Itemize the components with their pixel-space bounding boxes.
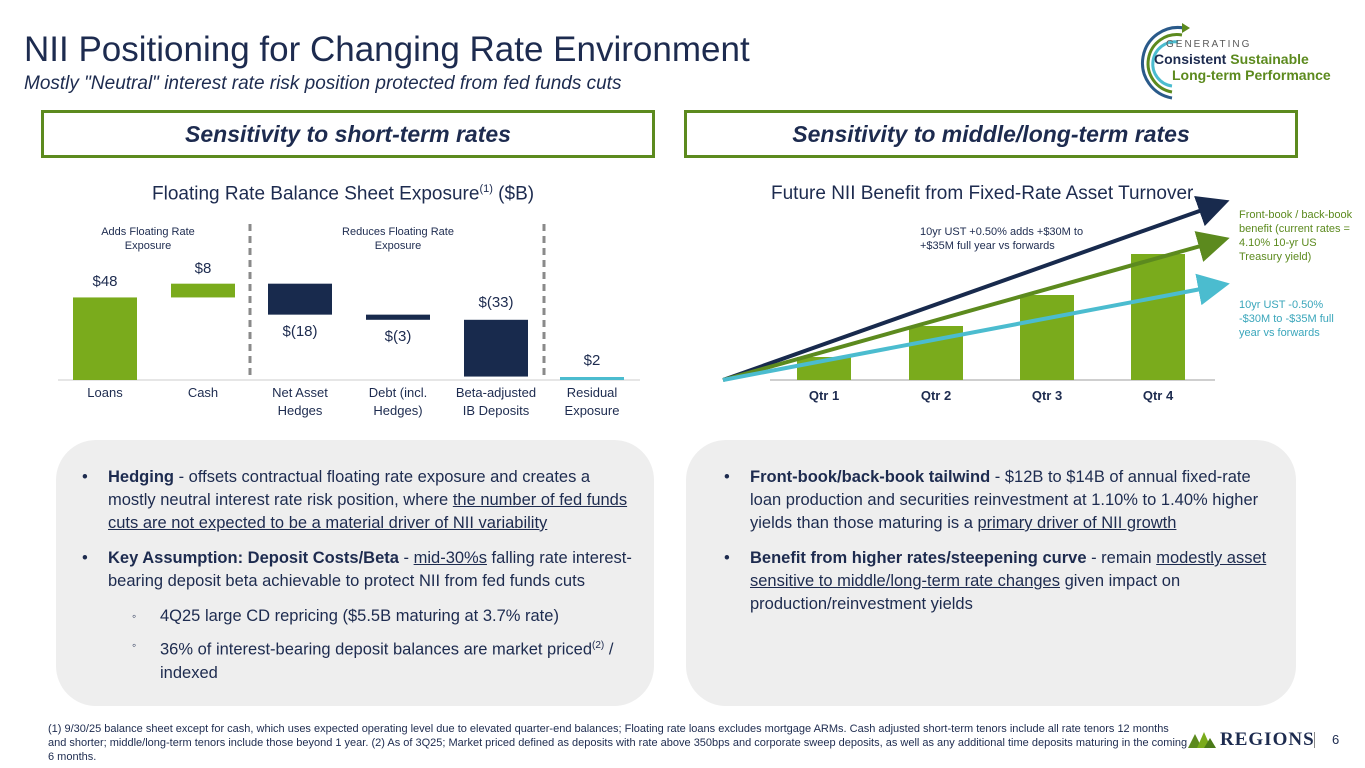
turnover-category-2: Qtr 2 (920, 388, 952, 403)
sub-bullet-cd-repricing: ◦ 4Q25 large CD repricing ($5.5B maturin… (132, 607, 559, 625)
annotation-front-book: Front-book / back-book benefit (current … (1239, 209, 1353, 263)
left-chart-title-sup: (1) (479, 183, 493, 195)
generating-logo: GENERATING Consistent Sustainable Long-t… (1132, 20, 1347, 102)
bullet-hedging-text: - offsets contractual floating rate expo… (108, 468, 591, 509)
waterfall-bar-1 (73, 297, 137, 380)
turnover-category-1: Qtr 1 (808, 388, 840, 403)
turnover-line-3 (722, 273, 1230, 382)
waterfall-category-2: Cash (187, 385, 219, 400)
right-bullets: • Front-book/back-book tailwind - $12B t… (724, 466, 1284, 628)
turnover-chart (722, 195, 1230, 382)
regions-wordmark: REGIONS (1220, 729, 1315, 750)
logo-long-term: Long-term Performance (1172, 67, 1331, 83)
waterfall-bar-3 (268, 283, 332, 315)
left-bullets: • Hedging - offsets contractual floating… (82, 466, 642, 691)
page-number: 6 (1332, 732, 1340, 747)
sub-bullet-market-sup: (2) (592, 640, 605, 651)
sub-bullet-market-priced: ◦ 36% of interest-bearing deposit balanc… (132, 638, 614, 682)
turnover-line-2 (722, 231, 1230, 382)
bullet-assumption-text: falling rate interest-bearing deposit be… (108, 549, 632, 590)
group-label-reduces: Reduces Floating Rate Exposure (342, 226, 454, 252)
bullet-higher-rates-text: given impact on production/reinvestment … (750, 572, 1181, 613)
waterfall-category-4: Debt (incl. Hedges) (368, 385, 428, 418)
logo-sustainable: Sustainable (1230, 51, 1309, 67)
bullet-assumption-underline: mid-30%s (413, 549, 487, 567)
bullet-front-book: • Front-book/back-book tailwind - $12B t… (724, 468, 1259, 532)
bullet-hedging: • Hedging - offsets contractual floating… (82, 468, 628, 532)
waterfall-bar-6 (560, 377, 624, 380)
bullet-assumption-bold: Key Assumption: Deposit Costs/Beta (108, 549, 399, 567)
left-chart-title-unit: ($B) (498, 183, 535, 205)
sub-bullet-market-text: 36% of interest-bearing deposit balances… (160, 640, 592, 659)
group-label-adds: Adds Floating Rate Exposure (101, 226, 195, 252)
waterfall-category-6: Residual Exposure (564, 385, 620, 418)
bullet-higher-rates-underline: modestly asset sensitive to middle/long-… (750, 549, 1267, 590)
waterfall-category-1: Loans (87, 385, 123, 400)
bullet-front-book-text: - $12B to $14B of annual fixed-rate loan… (750, 468, 1259, 532)
waterfall-value-label-4: $(3) (384, 327, 412, 345)
turnover-category-3: Qtr 3 (1031, 388, 1063, 403)
turnover-category-4: Qtr 4 (1142, 388, 1174, 403)
bullet-front-book-underline: primary driver of NII growth (977, 514, 1177, 532)
long-term-section-header: Sensitivity to middle/long-term rates (684, 110, 1298, 158)
brand-divider (1314, 732, 1315, 748)
turnover-line-1 (722, 195, 1230, 382)
bullet-higher-rates-bold: Benefit from higher rates/steepening cur… (750, 549, 1087, 567)
bullet-higher-rates-dash: - remain (1086, 549, 1157, 567)
waterfall-bar-5 (464, 319, 528, 377)
waterfall-value-label-1: $48 (92, 273, 118, 291)
bullet-higher-rates: • Benefit from higher rates/steepening c… (724, 549, 1267, 613)
page-title: NII Positioning for Changing Rate Enviro… (24, 30, 750, 69)
bullet-assumption-dash: - (398, 549, 414, 567)
left-chart-title: Floating Rate Balance Sheet Exposure(1) … (152, 183, 534, 205)
waterfall-category-3: Net Asset Hedges (272, 385, 328, 418)
logo-generating: GENERATING (1166, 39, 1252, 50)
waterfall-bar-4 (366, 314, 430, 320)
annotation-down: 10yr UST -0.50% -$30M to -$35M full year… (1239, 299, 1334, 339)
right-chart-title: Future NII Benefit from Fixed-Rate Asset… (771, 183, 1194, 204)
sub-bullet-cd-text: 4Q25 large CD repricing ($5.5B maturing … (160, 607, 559, 625)
waterfall-value-label-5: $(33) (478, 293, 514, 311)
bullet-assumption: • Key Assumption: Deposit Costs/Beta - m… (82, 549, 632, 590)
waterfall-bar-2 (171, 283, 235, 298)
right-bullets-panel (686, 440, 1296, 706)
left-bullets-panel (56, 440, 654, 706)
turnover-bar-4 (1131, 254, 1185, 380)
regions-logo: REGIONS 6 (1188, 728, 1348, 752)
short-term-section-header: Sensitivity to short-term rates (41, 110, 655, 158)
bullet-hedging-underline: the number of fed funds cuts are not exp… (108, 491, 628, 532)
page-subtitle: Mostly "Neutral" interest rate risk posi… (24, 73, 622, 94)
logo-arc-icon (1141, 23, 1190, 100)
waterfall-value-label-2: $8 (194, 259, 212, 277)
waterfall-value-label-3: $(18) (282, 322, 318, 340)
bullet-hedging-bold: Hedging (108, 468, 174, 486)
bullet-front-book-bold: Front-book/back-book tailwind (750, 468, 991, 486)
footnote: (1) 9/30/25 balance sheet except for cas… (48, 723, 1188, 763)
waterfall-category-5: Beta-adjusted IB Deposits (455, 385, 537, 418)
turnover-bar-3 (1020, 295, 1074, 380)
waterfall-chart (58, 224, 640, 381)
left-chart-title-text: Floating Rate Balance Sheet Exposure (152, 183, 480, 205)
sub-bullet-market-text-2: / indexed (160, 640, 614, 682)
logo-consistent: Consistent (1154, 51, 1227, 67)
regions-triangles-icon (1188, 732, 1216, 748)
waterfall-value-label-6: $2 (583, 352, 601, 369)
annotation-up: 10yr UST +0.50% adds +$30M to +$35M full… (920, 226, 1084, 252)
